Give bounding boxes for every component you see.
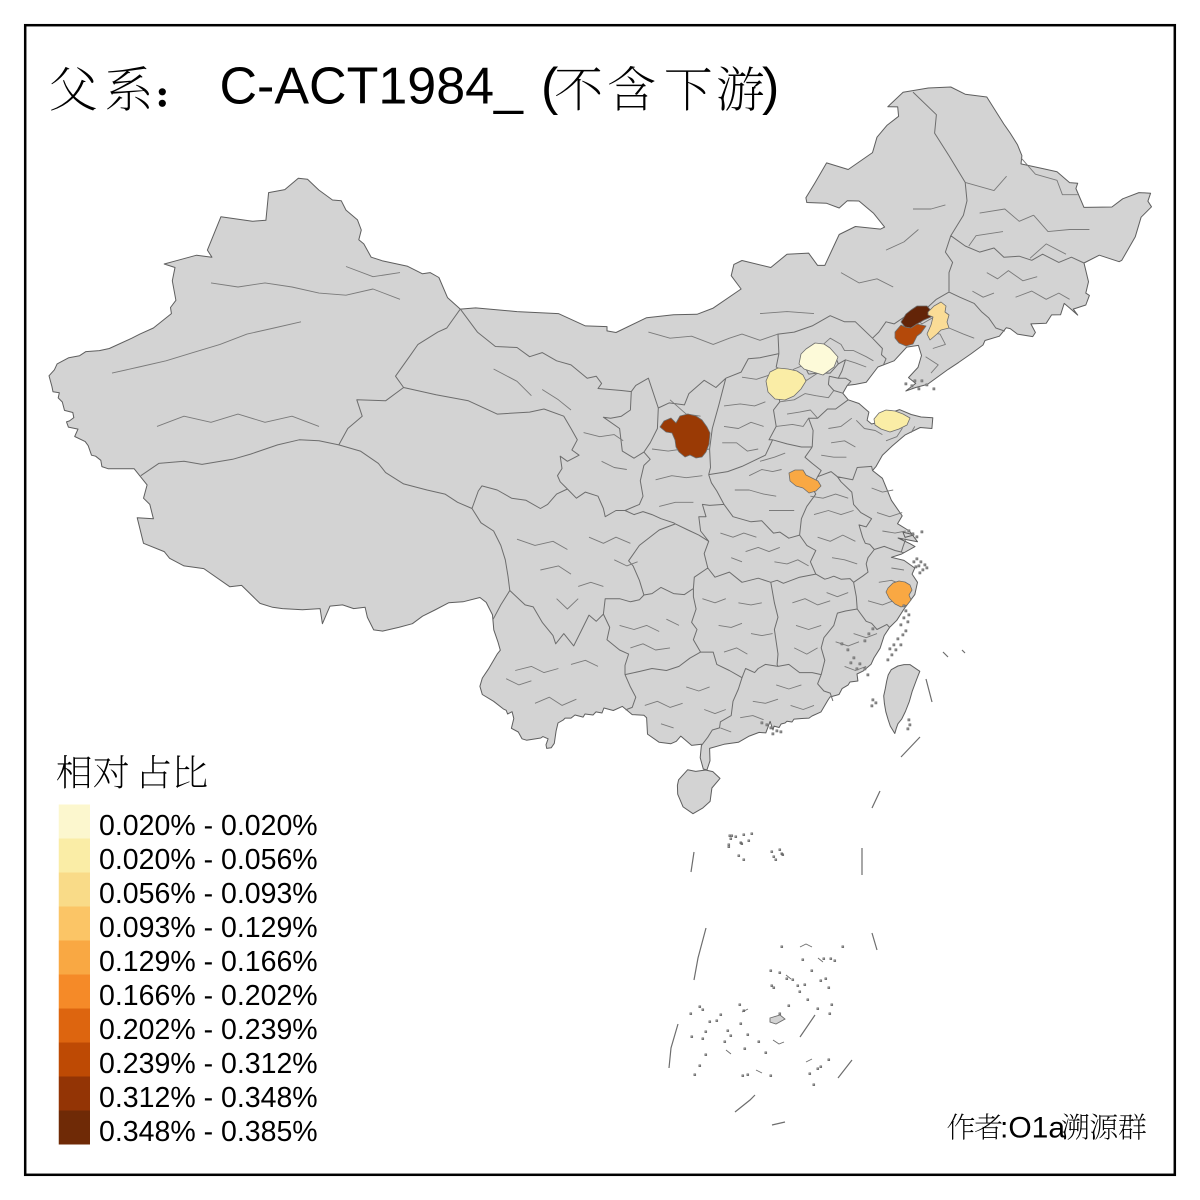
svg-text:0.020% - 0.056%: 0.020% - 0.056% bbox=[99, 844, 318, 876]
svg-text:0.166% - 0.202%: 0.166% - 0.202% bbox=[99, 980, 318, 1012]
svg-text:0.056% - 0.093%: 0.056% - 0.093% bbox=[99, 878, 318, 910]
svg-text:0.202% - 0.239%: 0.202% - 0.239% bbox=[99, 1014, 318, 1046]
svg-text::O1a: :O1a bbox=[1000, 1112, 1065, 1145]
svg-text:C-ACT1984_: C-ACT1984_ bbox=[220, 58, 525, 116]
svg-text:0.312% - 0.348%: 0.312% - 0.348% bbox=[99, 1082, 318, 1114]
svg-text:0.239% - 0.312%: 0.239% - 0.312% bbox=[99, 1048, 318, 1080]
svg-text:): ) bbox=[762, 58, 779, 116]
svg-text:0.129% - 0.166%: 0.129% - 0.166% bbox=[99, 946, 318, 978]
svg-text:0.348% - 0.385%: 0.348% - 0.385% bbox=[99, 1116, 318, 1148]
svg-text:(: ( bbox=[541, 58, 559, 116]
svg-text:0.020% - 0.020%: 0.020% - 0.020% bbox=[99, 810, 318, 842]
svg-text:0.093% - 0.129%: 0.093% - 0.129% bbox=[99, 912, 318, 944]
